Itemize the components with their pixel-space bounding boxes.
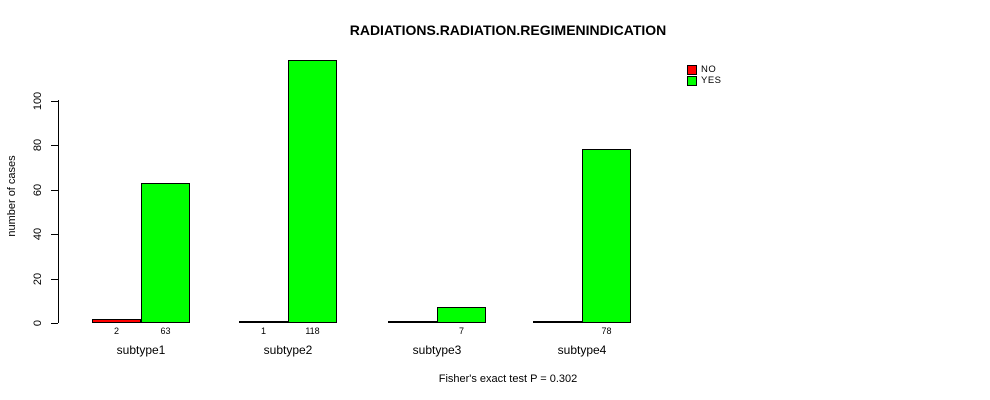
y-tick-label: 60 — [32, 183, 44, 197]
bar-yes-subtype4 — [582, 149, 631, 323]
legend-item-no: NO — [687, 64, 722, 75]
legend-swatch-green — [687, 75, 697, 86]
stat-annotation: Fisher's exact test P = 0.302 — [438, 373, 578, 385]
y-tick-label: 0 — [32, 319, 44, 327]
legend-label-no: NO — [701, 64, 717, 75]
y-tick — [51, 234, 58, 235]
bar-no-subtype1 — [92, 319, 141, 323]
legend-item-yes: YES — [687, 75, 722, 86]
y-tick — [51, 145, 58, 146]
category-label-subtype3: subtype3 — [412, 343, 462, 357]
category-label-subtype4: subtype4 — [557, 343, 607, 357]
legend-swatch-red — [687, 64, 697, 75]
y-tick-label: 40 — [32, 227, 44, 241]
bar-value-label: 2 — [113, 326, 120, 336]
bar-no-subtype4 — [533, 321, 582, 323]
bar-yes-subtype1 — [141, 183, 190, 323]
bar-yes-subtype3 — [437, 307, 486, 323]
bar-value-label: 1 — [260, 326, 267, 336]
y-tick — [51, 190, 58, 191]
y-tick — [51, 323, 58, 324]
y-axis-title: number of cases — [6, 155, 18, 237]
y-tick — [51, 101, 58, 102]
chart-title: RADIATIONS.RADIATION.REGIMENINDICATION — [349, 22, 667, 38]
bar-no-subtype3 — [388, 321, 437, 323]
y-tick-label: 80 — [32, 138, 44, 152]
legend: NO YES — [687, 64, 722, 86]
category-label-subtype1: subtype1 — [116, 343, 166, 357]
bar-value-label: 118 — [305, 326, 320, 336]
category-label-subtype2: subtype2 — [263, 343, 313, 357]
y-axis-line — [58, 100, 59, 323]
bar-value-label: 7 — [458, 326, 465, 336]
bar-yes-subtype2 — [288, 60, 337, 323]
bar-value-label: 63 — [160, 326, 171, 336]
y-tick-label: 100 — [32, 91, 44, 111]
y-tick-label: 20 — [32, 272, 44, 286]
y-tick — [51, 279, 58, 280]
legend-label-yes: YES — [701, 75, 722, 86]
bar-value-label: 78 — [601, 326, 612, 336]
bar-no-subtype2 — [239, 321, 288, 323]
